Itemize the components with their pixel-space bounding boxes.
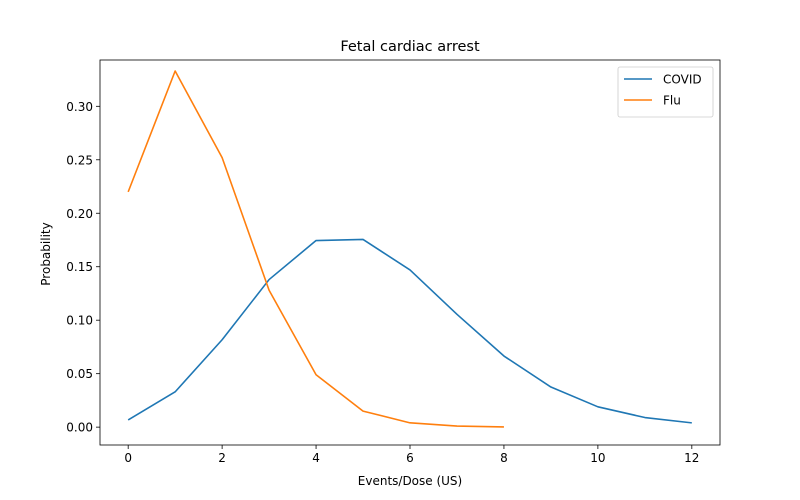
y-tick-label: 0.05: [66, 367, 93, 381]
y-axis: 0.00 0.05 0.10 0.15 0.20 0.25 0.30: [66, 100, 100, 435]
x-tick-label: 12: [684, 451, 699, 465]
x-tick-label: 2: [218, 451, 226, 465]
legend-label: COVID: [663, 73, 702, 87]
legend-label: Flu: [663, 94, 681, 108]
series-line-covid: [127, 238, 692, 424]
y-tick-label: 0.00: [66, 421, 93, 435]
y-tick-label: 0.10: [66, 314, 93, 328]
x-axis: 0 2 4 6 8 10 12: [124, 445, 699, 465]
x-tick-label: 0: [124, 451, 132, 465]
legend: COVID Flu: [617, 66, 714, 118]
chart-title: Fetal cardiac arrest: [340, 39, 480, 55]
series-line-flu: [127, 70, 504, 428]
plot-area: [99, 59, 721, 446]
y-tick-label: 0.30: [66, 100, 93, 114]
y-axis-label: Probability: [39, 222, 53, 285]
y-tick-label: 0.20: [66, 207, 93, 221]
x-tick-label: 4: [312, 451, 320, 465]
x-tick-label: 8: [500, 451, 508, 465]
x-tick-label: 6: [406, 451, 414, 465]
x-axis-label: Events/Dose (US): [358, 474, 462, 488]
x-tick-label: 10: [590, 451, 605, 465]
y-tick-label: 0.25: [66, 153, 93, 167]
y-tick-label: 0.15: [66, 260, 93, 274]
plot-frame: [99, 59, 721, 446]
series-layer: [127, 70, 692, 428]
